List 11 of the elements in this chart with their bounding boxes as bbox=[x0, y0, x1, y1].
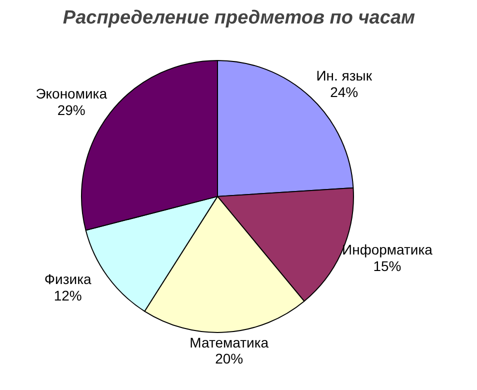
data-label: 29% bbox=[57, 102, 86, 118]
data-label: 15% bbox=[373, 258, 402, 274]
chart-title: Распределение предметов по часам bbox=[62, 8, 416, 28]
slice-label: Информатика bbox=[342, 242, 433, 258]
slice-label: Экономика bbox=[36, 86, 108, 102]
slice-label: Физика bbox=[44, 270, 92, 287]
data-label: 20% bbox=[215, 350, 244, 367]
data-label: 12% bbox=[54, 287, 82, 304]
slice-label: Математика bbox=[190, 334, 269, 350]
data-label: 24% bbox=[330, 84, 358, 100]
slice-label: Ин. язык bbox=[316, 68, 373, 84]
